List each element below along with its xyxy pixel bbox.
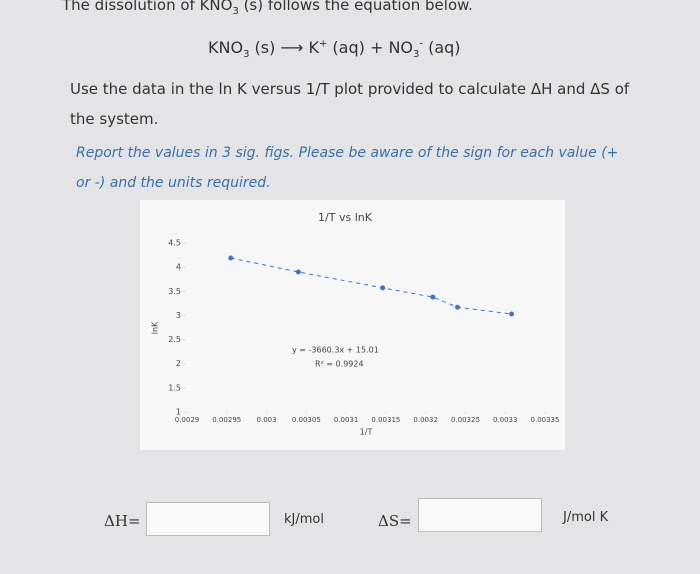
text: (s) follows the equation below. xyxy=(238,0,473,14)
text: 3 xyxy=(413,49,420,61)
y-tick-label: 4 xyxy=(176,263,181,272)
input[interactable] xyxy=(146,502,270,536)
intro: The dissolution of KNO3 (s) follows the … xyxy=(62,0,473,17)
text: (aq) + NO xyxy=(327,38,414,57)
text: 3 xyxy=(243,49,250,61)
x-tick-label: 0.0033 xyxy=(493,416,518,424)
x-tick-label: 0.00315 xyxy=(371,416,400,424)
answer-label: ΔH= xyxy=(104,512,141,530)
x-tick-label: 0.0029 xyxy=(175,416,200,424)
text: KNO xyxy=(208,38,244,57)
point xyxy=(430,294,436,300)
x-axis-label: 1/T xyxy=(360,428,373,437)
y-tick-label: 2.5 xyxy=(168,335,181,344)
x-tick-label: 0.003 xyxy=(257,416,277,424)
x-tick-label: 0.00335 xyxy=(531,416,560,424)
x-tick-label: 0.0031 xyxy=(334,416,359,424)
point xyxy=(228,255,234,261)
annotation: y = -3660.3x + 15.01 xyxy=(292,346,379,355)
y-tick-label: 1 xyxy=(176,408,181,417)
chart-area xyxy=(140,200,565,450)
text: - xyxy=(419,38,423,50)
y-tick-label: 1.5 xyxy=(168,383,181,392)
text: 3 xyxy=(232,6,239,17)
note: Report the values in 3 sig. figs. Please… xyxy=(76,145,619,191)
text: + xyxy=(318,38,328,50)
chart-title: 1/T vs lnK xyxy=(318,211,373,224)
input[interactable] xyxy=(418,498,542,532)
point xyxy=(509,311,515,317)
x-tick-label: 0.00295 xyxy=(212,416,241,424)
answer-label: ΔS= xyxy=(378,512,412,530)
annotation: R² = 0.9924 xyxy=(315,360,364,369)
x-tick-label: 0.00325 xyxy=(451,416,480,424)
trend-line xyxy=(230,257,512,315)
point xyxy=(454,304,460,310)
y-tick-label: 3.5 xyxy=(168,287,181,296)
x-tick-label: 0.0032 xyxy=(413,416,438,424)
x-tick-label: 0.00305 xyxy=(292,416,321,424)
text: (s) ⟶ K xyxy=(249,38,319,57)
unit: kJ/mol xyxy=(284,512,324,527)
unit: J/mol K xyxy=(563,510,609,525)
equation: KNO3 (s) ⟶ K+ (aq) + NO3- (aq) xyxy=(208,38,461,60)
y-tick-label: 4.5 xyxy=(168,239,181,248)
instruction: Use the data in the ln K versus 1/T plot… xyxy=(70,80,630,128)
y-axis-label: lnK xyxy=(151,321,160,334)
point xyxy=(380,285,386,291)
y-tick-label: 2 xyxy=(176,359,181,368)
text: The dissolution of KNO xyxy=(62,0,233,14)
text: (aq) xyxy=(423,38,461,57)
point xyxy=(295,269,301,275)
y-tick-label: 3 xyxy=(176,311,181,320)
